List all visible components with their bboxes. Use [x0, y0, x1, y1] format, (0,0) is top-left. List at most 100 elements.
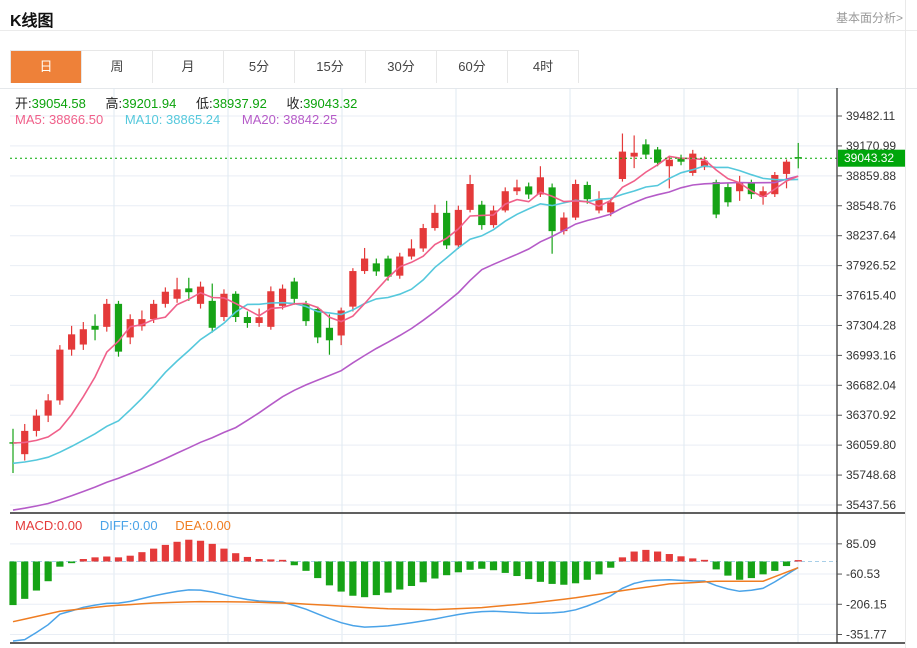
candle-body — [384, 258, 392, 277]
tab-period-3[interactable]: 5分 — [224, 51, 295, 83]
price-axis-label: 36059.80 — [846, 438, 896, 452]
candle-body — [689, 153, 697, 173]
candle-body — [325, 327, 334, 341]
macd-bar — [232, 553, 240, 562]
candle-body — [126, 319, 134, 338]
macd-bar — [337, 561, 345, 592]
macd-bar — [759, 561, 767, 575]
price-axis-label: 39170.99 — [846, 139, 896, 153]
candle-body — [536, 177, 544, 195]
macd-axis-label: -206.15 — [846, 597, 887, 611]
tab-period-0[interactable]: 日 — [11, 51, 82, 83]
low-label: 低: — [195, 96, 213, 111]
close-value: 39043.32 — [303, 96, 358, 111]
candle-body — [607, 202, 615, 213]
macd-bar — [466, 561, 474, 570]
candle-body — [302, 303, 310, 322]
macd-bar — [173, 541, 181, 562]
macd-bar — [712, 561, 720, 570]
macd-bar — [103, 556, 111, 562]
ma10-line — [12, 165, 799, 465]
macd-bar — [560, 561, 568, 585]
dea-label: DEA: — [175, 518, 206, 533]
tab-period-5[interactable]: 30分 — [366, 51, 437, 83]
candle-body — [782, 161, 791, 174]
price-axis-label: 36370.92 — [846, 408, 896, 422]
price-axis-label: 37926.52 — [846, 259, 896, 273]
current-price-tag — [838, 149, 906, 167]
candle-body — [443, 212, 451, 246]
page-title: K线图 — [10, 13, 54, 30]
open-label: 开: — [15, 96, 32, 111]
candle-body — [595, 199, 603, 211]
candle-body — [454, 209, 462, 246]
macd-label: MACD: — [15, 518, 57, 533]
macd-bar — [361, 561, 369, 598]
price-axis-label: 36682.04 — [846, 378, 896, 392]
candle-body — [642, 144, 650, 155]
macd-bar — [607, 561, 615, 568]
macd-bar — [126, 555, 134, 562]
macd-axis-label: -60.53 — [846, 567, 880, 581]
candle-body — [372, 263, 380, 272]
tab-period-7[interactable]: 4时 — [508, 51, 578, 83]
candle-body — [747, 183, 755, 195]
macd-bar — [208, 543, 216, 562]
macd-bar — [525, 561, 533, 580]
macd-bar — [642, 549, 650, 562]
tab-period-6[interactable]: 60分 — [437, 51, 508, 83]
macd-bar — [161, 544, 169, 562]
macd-bar — [677, 556, 685, 562]
price-axis-label: 36993.16 — [846, 348, 896, 362]
candle-body — [665, 159, 673, 167]
open-value: 39054.58 — [31, 96, 86, 111]
candle-body — [185, 288, 193, 293]
candle-body — [138, 319, 146, 327]
price-axis-label: 37304.28 — [846, 318, 896, 332]
macd-axis-label: 85.09 — [846, 537, 876, 551]
ma-readout: MA5: 38866.50 MA10: 38865.24 MA20: 38842… — [15, 112, 355, 127]
candle-body — [583, 184, 591, 200]
macd-bar — [536, 561, 544, 582]
ma20-line — [12, 175, 799, 511]
current-price-tag-label: 39043.32 — [844, 151, 894, 165]
fundamental-analysis-link[interactable]: 基本面分析> — [835, 11, 903, 25]
ma20-value: 38842.25 — [283, 112, 338, 127]
header-divider — [0, 30, 917, 31]
candle-body — [431, 212, 439, 229]
macd-bar — [267, 559, 275, 562]
candle-body — [419, 228, 427, 249]
price-axis-label: 38548.76 — [846, 199, 896, 213]
macd-bar — [278, 559, 287, 562]
candle-body — [150, 303, 158, 320]
candle-body — [243, 317, 251, 323]
macd-bar — [114, 557, 123, 562]
macd-bar — [150, 548, 158, 562]
dea-value: 0.00 — [205, 518, 231, 533]
candle-body — [724, 187, 732, 203]
macd-bar — [56, 561, 64, 567]
tab-period-4[interactable]: 15分 — [295, 51, 366, 83]
candle-body — [513, 187, 521, 192]
candle-body — [290, 281, 298, 299]
candle-body — [208, 300, 216, 328]
tab-period-1[interactable]: 周 — [82, 51, 153, 83]
macd-bar — [44, 561, 52, 582]
price-axis-label: 37615.40 — [846, 289, 896, 303]
candle-body — [32, 415, 41, 431]
price-axis-label: 38237.64 — [846, 229, 896, 243]
macd-bar — [478, 561, 486, 569]
chart-top-border — [0, 88, 917, 89]
macd-bar — [794, 560, 802, 562]
macd-bar — [571, 561, 580, 584]
candle-body — [700, 160, 709, 168]
ma5-value: 38866.50 — [48, 112, 104, 127]
price-axis-label: 35437.56 — [846, 498, 896, 512]
macd-bar — [431, 561, 439, 579]
tab-period-2[interactable]: 月 — [153, 51, 224, 83]
price-axis-label: 35748.68 — [846, 468, 896, 482]
macd-bar — [771, 561, 779, 571]
macd-bar — [243, 556, 251, 562]
container-right-border — [905, 0, 906, 648]
